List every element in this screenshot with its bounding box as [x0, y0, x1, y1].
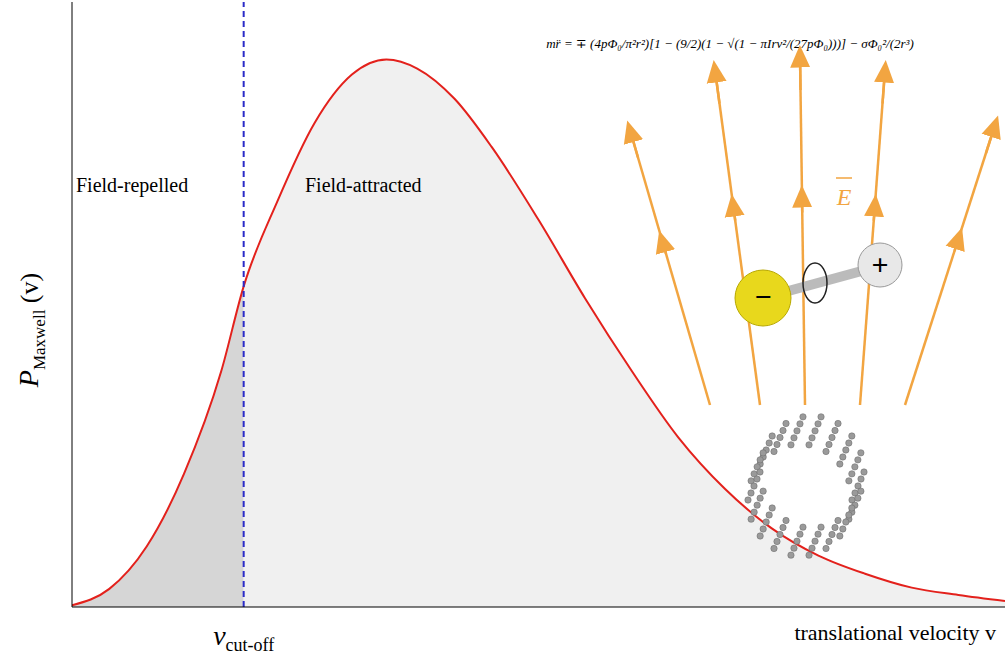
- svg-text:+: +: [871, 248, 888, 281]
- svg-text:Field-repelled: Field-repelled: [76, 174, 188, 197]
- svg-text:mr̈ = ∓ (4pΦ₀/π²r²)[1 − (9/2)(: mr̈ = ∓ (4pΦ₀/π²r²)[1 − (9/2)(1 − √(1 − …: [546, 36, 914, 51]
- svg-text:E: E: [836, 184, 852, 210]
- svg-text:translational velocity v: translational velocity v: [794, 620, 996, 645]
- svg-text:vcut-off: vcut-off: [213, 620, 274, 655]
- svg-text:−: −: [754, 280, 771, 313]
- svg-text:Field-attracted: Field-attracted: [305, 174, 422, 196]
- svg-text:PMaxwell (v): PMaxwell (v): [13, 273, 49, 388]
